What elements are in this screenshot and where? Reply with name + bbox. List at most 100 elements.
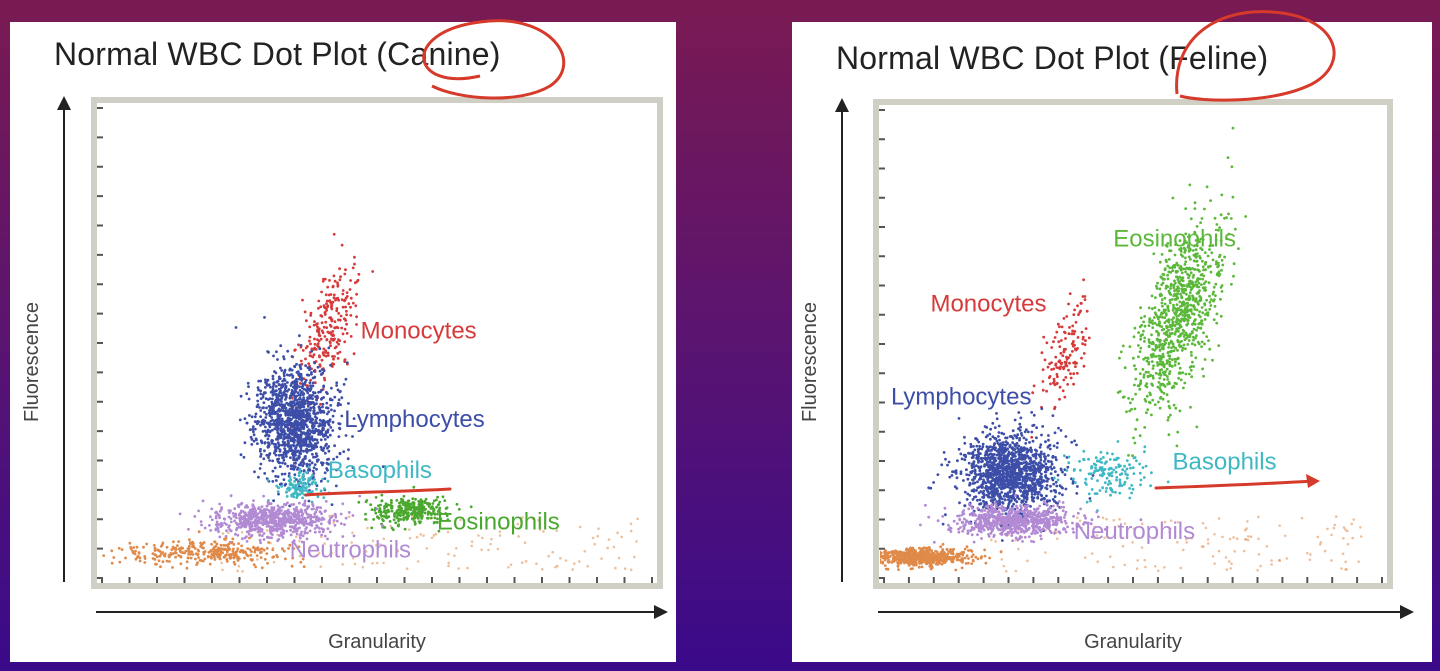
data-point	[636, 517, 639, 521]
data-point	[1330, 533, 1333, 537]
data-point	[259, 397, 263, 400]
data-point	[364, 518, 367, 521]
data-point	[235, 528, 238, 532]
data-point	[321, 402, 325, 406]
data-point	[255, 422, 259, 426]
data-point	[322, 426, 325, 430]
data-point	[320, 430, 324, 433]
data-point	[1165, 330, 1169, 334]
data-point	[1219, 314, 1223, 318]
data-point	[334, 515, 338, 519]
data-point	[159, 565, 162, 569]
data-point	[1050, 368, 1053, 371]
data-point	[1171, 196, 1175, 200]
plot-frame	[873, 99, 1393, 589]
data-point	[1171, 308, 1175, 312]
data-point	[278, 534, 281, 537]
data-point	[1041, 388, 1045, 392]
data-point	[285, 518, 289, 522]
data-point	[300, 490, 304, 494]
data-point	[1190, 536, 1194, 540]
data-point	[382, 519, 385, 523]
data-point	[1176, 318, 1180, 321]
data-point	[1163, 339, 1166, 343]
data-point	[1031, 391, 1035, 395]
data-point	[318, 530, 321, 534]
data-point	[245, 392, 249, 396]
data-point	[1144, 565, 1147, 569]
data-point	[1182, 242, 1185, 246]
data-point	[225, 560, 229, 563]
data-point	[277, 517, 281, 520]
data-point	[269, 513, 273, 517]
data-point	[1194, 283, 1198, 287]
data-point	[1031, 486, 1035, 490]
data-point	[414, 506, 417, 510]
data-point	[194, 552, 198, 556]
data-point	[447, 561, 451, 565]
data-point	[430, 516, 433, 520]
data-point	[1190, 354, 1193, 357]
data-point	[290, 564, 294, 568]
data-point	[349, 314, 353, 317]
data-point	[247, 532, 251, 536]
data-point	[1190, 342, 1194, 346]
data-point	[218, 535, 222, 539]
data-point	[220, 506, 224, 509]
data-point	[323, 335, 327, 338]
data-point	[155, 555, 159, 559]
data-point	[1278, 524, 1281, 527]
data-point	[427, 505, 431, 508]
data-point	[1118, 356, 1121, 360]
data-point	[1189, 308, 1193, 311]
data-point	[258, 406, 261, 409]
data-point	[1184, 270, 1187, 274]
data-point	[1186, 272, 1189, 276]
data-point	[276, 460, 280, 463]
data-point	[251, 558, 254, 562]
data-point	[345, 309, 348, 313]
data-point	[352, 417, 356, 420]
data-point	[281, 532, 285, 536]
data-point	[629, 529, 633, 533]
data-point	[1191, 335, 1195, 339]
data-point	[322, 487, 326, 491]
data-point	[1182, 343, 1186, 347]
data-point	[231, 537, 235, 541]
data-point	[617, 556, 621, 560]
data-point	[1173, 292, 1177, 296]
data-point	[321, 449, 325, 452]
data-point	[1159, 357, 1163, 361]
data-point	[1205, 298, 1208, 302]
data-point	[1176, 292, 1179, 296]
data-point	[138, 559, 142, 563]
data-point	[222, 543, 226, 547]
data-point	[335, 340, 339, 344]
data-point	[283, 447, 286, 450]
data-point	[1189, 332, 1192, 336]
data-point	[1152, 252, 1156, 256]
data-point	[282, 513, 286, 517]
data-point	[1075, 516, 1079, 520]
data-point	[251, 504, 255, 508]
data-point	[269, 532, 273, 535]
x-axis-label: Granularity	[328, 631, 426, 653]
data-point	[274, 479, 278, 482]
data-point	[308, 436, 312, 439]
data-point	[304, 388, 308, 392]
data-point	[973, 448, 977, 452]
data-point	[289, 436, 293, 440]
data-point	[322, 435, 325, 438]
data-point	[370, 526, 374, 530]
data-point	[317, 299, 321, 303]
data-point	[305, 471, 308, 475]
data-point	[1359, 526, 1362, 529]
data-point	[265, 382, 269, 386]
data-point	[351, 466, 355, 469]
data-point	[1359, 535, 1363, 538]
data-point	[390, 501, 393, 505]
data-point	[1154, 344, 1158, 348]
data-point	[459, 518, 462, 522]
data-point	[298, 492, 302, 496]
